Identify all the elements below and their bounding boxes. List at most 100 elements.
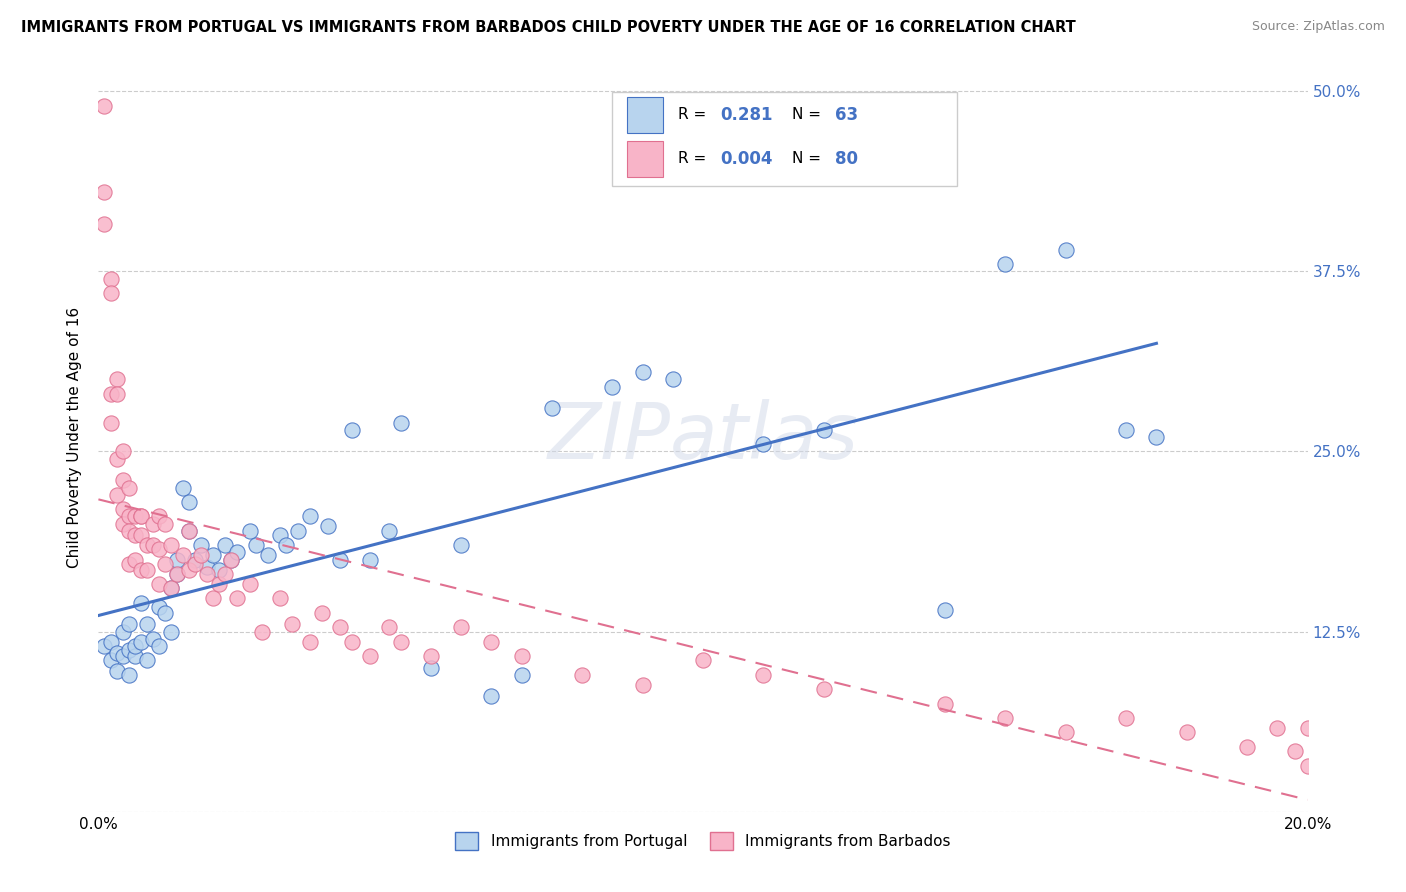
Point bbox=[111, 516, 134, 531]
Point bbox=[129, 528, 152, 542]
Point bbox=[190, 548, 212, 562]
Point bbox=[105, 387, 128, 401]
Point bbox=[118, 557, 141, 571]
Point bbox=[100, 271, 122, 285]
Point bbox=[934, 697, 956, 711]
Point bbox=[274, 538, 297, 552]
Point bbox=[226, 591, 249, 606]
Point bbox=[184, 557, 207, 571]
Text: ZIPatlas: ZIPatlas bbox=[547, 399, 859, 475]
Point bbox=[269, 591, 291, 606]
Point bbox=[93, 98, 115, 112]
Text: 0.281: 0.281 bbox=[720, 106, 772, 124]
Text: 0.004: 0.004 bbox=[720, 150, 772, 168]
Point bbox=[135, 617, 157, 632]
Point bbox=[450, 620, 472, 634]
Point bbox=[184, 552, 207, 566]
Point bbox=[631, 678, 654, 692]
Point bbox=[329, 552, 352, 566]
Point bbox=[752, 437, 775, 451]
Point bbox=[179, 563, 201, 577]
Point bbox=[1236, 739, 1258, 754]
Point bbox=[172, 481, 194, 495]
Point bbox=[118, 617, 141, 632]
Point bbox=[166, 566, 188, 581]
Point bbox=[160, 624, 183, 639]
Text: R =: R = bbox=[678, 107, 710, 122]
Point bbox=[153, 516, 176, 531]
Point bbox=[1267, 721, 1289, 735]
Point bbox=[661, 372, 683, 386]
Point bbox=[166, 566, 188, 581]
Point bbox=[105, 664, 128, 678]
Point bbox=[100, 653, 122, 667]
Point bbox=[111, 444, 134, 458]
Bar bbox=[613, 93, 957, 186]
Legend: Immigrants from Portugal, Immigrants from Barbados: Immigrants from Portugal, Immigrants fro… bbox=[450, 826, 956, 856]
Point bbox=[153, 557, 176, 571]
Point bbox=[148, 639, 170, 653]
Point bbox=[377, 620, 399, 634]
Point bbox=[100, 416, 122, 430]
Point bbox=[813, 423, 835, 437]
Point bbox=[481, 690, 503, 704]
Text: Source: ZipAtlas.com: Source: ZipAtlas.com bbox=[1251, 20, 1385, 33]
Point bbox=[135, 653, 157, 667]
Text: R =: R = bbox=[678, 152, 710, 166]
Point bbox=[287, 524, 309, 538]
Point bbox=[221, 552, 243, 566]
Point bbox=[214, 538, 236, 552]
Point bbox=[692, 653, 714, 667]
Point bbox=[129, 509, 152, 524]
Point bbox=[118, 481, 141, 495]
Point bbox=[202, 548, 225, 562]
Point bbox=[1296, 721, 1319, 735]
Point bbox=[214, 566, 236, 581]
Bar bbox=[627, 96, 664, 133]
Point bbox=[142, 516, 165, 531]
Point bbox=[239, 524, 262, 538]
Point bbox=[153, 606, 176, 620]
Point bbox=[994, 257, 1017, 271]
Point bbox=[93, 185, 115, 199]
Point bbox=[179, 524, 201, 538]
Point bbox=[135, 563, 157, 577]
Point bbox=[142, 538, 165, 552]
Y-axis label: Child Poverty Under the Age of 16: Child Poverty Under the Age of 16 bbox=[67, 307, 83, 567]
Point bbox=[195, 559, 218, 574]
Point bbox=[377, 524, 399, 538]
Text: N =: N = bbox=[793, 152, 827, 166]
Point bbox=[329, 620, 352, 634]
Point bbox=[179, 524, 201, 538]
Point bbox=[124, 528, 146, 542]
Point bbox=[510, 649, 533, 664]
Point bbox=[148, 542, 170, 557]
Point bbox=[1296, 758, 1319, 772]
Point bbox=[111, 502, 134, 516]
Point bbox=[190, 538, 212, 552]
Point bbox=[111, 473, 134, 487]
Point bbox=[100, 285, 122, 300]
Point bbox=[250, 624, 273, 639]
Point bbox=[510, 668, 533, 682]
Point bbox=[360, 649, 382, 664]
Point bbox=[631, 365, 654, 379]
Point bbox=[1175, 725, 1198, 739]
Point bbox=[1284, 744, 1306, 758]
Point bbox=[299, 634, 322, 648]
Point bbox=[299, 509, 322, 524]
Point bbox=[93, 217, 115, 231]
Point bbox=[389, 416, 412, 430]
Point bbox=[602, 379, 624, 393]
Point bbox=[172, 548, 194, 562]
Point bbox=[226, 545, 249, 559]
Point bbox=[148, 509, 170, 524]
Point bbox=[124, 639, 146, 653]
Text: 63: 63 bbox=[835, 106, 858, 124]
Point bbox=[148, 600, 170, 615]
Point bbox=[166, 552, 188, 566]
Point bbox=[160, 582, 183, 596]
Point bbox=[129, 634, 152, 648]
Point bbox=[389, 634, 412, 648]
Point bbox=[100, 634, 122, 648]
